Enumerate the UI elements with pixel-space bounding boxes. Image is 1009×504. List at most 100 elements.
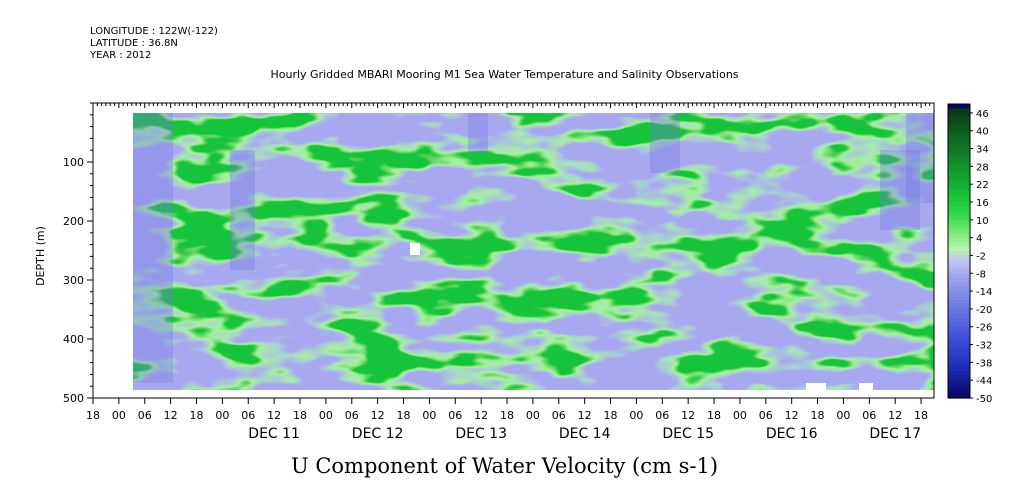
colorbar-label: 22 (976, 180, 989, 191)
y-tick-label: 400 (63, 333, 84, 346)
colorbar-band (948, 153, 970, 159)
y-tick-label: 200 (63, 215, 84, 228)
x-tick-label: 12 (681, 409, 695, 422)
colorbar-label: -32 (976, 341, 992, 352)
x-tick-label: 00 (112, 409, 126, 422)
colorbar-band (948, 344, 970, 350)
colorbar-band (948, 389, 970, 395)
colorbar-label: -8 (976, 269, 986, 280)
colorbar-label: -2 (976, 251, 986, 262)
colorbar-frame (947, 103, 971, 399)
day-label: DEC 11 (248, 426, 300, 442)
blue-streak (906, 113, 934, 203)
colorbar-band (948, 366, 970, 372)
colorbar-label: 34 (976, 145, 989, 156)
colorbar-band (948, 108, 970, 114)
colorbar-band (948, 371, 970, 377)
x-tick-label: 00 (319, 409, 333, 422)
y-tick-label: 300 (63, 274, 84, 287)
year-label: YEAR : 2012 (90, 50, 152, 61)
colorbar-band (948, 237, 970, 243)
velocity-contours (133, 113, 934, 390)
x-tick-label: 00 (733, 409, 747, 422)
colorbar-band (948, 331, 970, 337)
colorbar-band (948, 291, 970, 297)
day-label: DEC 16 (766, 426, 818, 442)
colorbar-band (948, 206, 970, 212)
x-tick-label: 06 (759, 409, 773, 422)
missing-data-patch (859, 383, 873, 390)
colorbar-band (948, 161, 970, 167)
colorbar-band (948, 215, 970, 221)
x-tick-label: 12 (164, 409, 178, 422)
colorbar-label: -44 (976, 376, 992, 387)
colorbar-band (948, 282, 970, 288)
x-tick-label: 18 (397, 409, 411, 422)
x-tick-label: 12 (371, 409, 385, 422)
missing-data-patch (806, 383, 826, 390)
colorbar-band (948, 139, 970, 145)
x-tick-label: 18 (293, 409, 307, 422)
x-tick-label: 18 (604, 409, 618, 422)
colorbar-band (948, 130, 970, 136)
colorbar-band (948, 375, 970, 381)
missing-data-patch (410, 243, 420, 255)
plot-frame (92, 102, 935, 399)
colorbar-label: 28 (976, 162, 989, 173)
y-axis-label: DEPTH (m) (34, 226, 47, 286)
colorbar-label: -26 (976, 323, 992, 334)
colorbar-band (948, 349, 970, 355)
colorbar-band (948, 157, 970, 163)
colorbar-band (948, 295, 970, 301)
colorbar-band (948, 251, 970, 257)
day-label: DEC 13 (455, 426, 507, 442)
colorbar-label: -50 (976, 394, 992, 405)
y-tick-label: 100 (63, 156, 84, 169)
colorbar-band (948, 126, 970, 132)
colorbar-band (948, 286, 970, 292)
colorbar-band (948, 104, 970, 110)
colorbar-band (948, 313, 970, 319)
x-tick-label: 18 (500, 409, 514, 422)
colorbar-band (948, 197, 970, 203)
day-label: DEC 15 (662, 426, 714, 442)
colorbar-band (948, 112, 970, 118)
colorbar-band (948, 121, 970, 127)
colorbar-band (948, 264, 970, 270)
colorbar-label: 10 (976, 216, 989, 227)
x-tick-label: 18 (86, 409, 100, 422)
blue-streak (133, 113, 173, 383)
colorbar-band (948, 384, 970, 390)
colorbar-band (948, 135, 970, 141)
colorbar-band (948, 117, 970, 123)
longitude-label: LONGITUDE : 122W(-122) (90, 26, 218, 37)
blue-streak (650, 113, 680, 173)
x-tick-label: 00 (836, 409, 850, 422)
colorbar-band (948, 175, 970, 181)
colorbar-band (948, 380, 970, 386)
colorbar-band (948, 166, 970, 172)
colorbar-band (948, 228, 970, 234)
colorbar-label: 40 (976, 127, 989, 138)
x-tick-label: 18 (811, 409, 825, 422)
colorbar-band (948, 193, 970, 199)
x-tick-label: 00 (629, 409, 643, 422)
blue-streak (230, 150, 255, 270)
x-tick-label: 12 (474, 409, 488, 422)
x-tick-label: 00 (215, 409, 229, 422)
x-tick-label: 12 (578, 409, 592, 422)
colorbar-band (948, 179, 970, 185)
x-tick-label: 18 (914, 409, 928, 422)
colorbar-band (948, 259, 970, 265)
x-tick-label: 06 (655, 409, 669, 422)
colorbar-band (948, 393, 970, 399)
x-tick-label: 06 (552, 409, 566, 422)
colorbar-band (948, 362, 970, 368)
colorbar-band (948, 317, 970, 323)
chart-title: Hourly Gridded MBARI Mooring M1 Sea Wate… (270, 68, 739, 81)
velocity-field (133, 113, 934, 390)
colorbar-band (948, 322, 970, 328)
colorbar-band (948, 308, 970, 314)
day-label: DEC 14 (559, 426, 611, 442)
